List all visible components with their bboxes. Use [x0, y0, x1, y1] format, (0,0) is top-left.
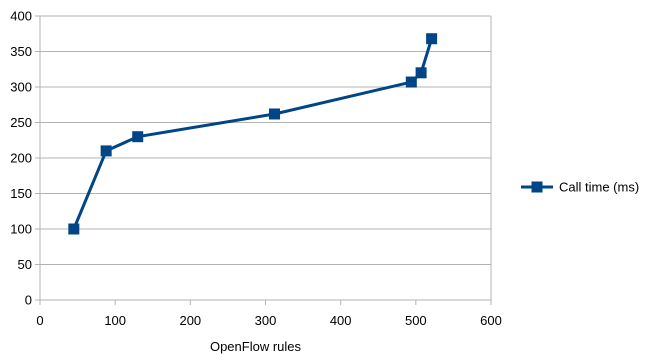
- y-tick-label: 250: [10, 115, 32, 130]
- data-point-marker: [405, 76, 417, 88]
- x-tick-label: 100: [104, 313, 126, 328]
- y-tick-label: 100: [10, 222, 32, 237]
- legend-label: Call time (ms): [559, 180, 639, 195]
- series: [68, 33, 438, 235]
- series-line: [72, 38, 434, 230]
- y-tick-label: 300: [10, 80, 32, 95]
- y-tick-label: 50: [18, 257, 32, 272]
- x-tick-label: 0: [36, 313, 43, 328]
- y-axis-ticks: 0 50 100 150 200 250 300 350 400: [10, 9, 40, 308]
- x-axis-ticks: 0 100 200 300 400 500 600: [36, 300, 502, 328]
- data-point-marker: [68, 223, 80, 235]
- x-tick-label: 500: [405, 313, 427, 328]
- x-tick-label: 400: [330, 313, 352, 328]
- y-tick-label: 350: [10, 44, 32, 59]
- data-point-marker: [269, 108, 281, 120]
- data-point-marker: [426, 33, 438, 45]
- x-tick-label: 200: [179, 313, 201, 328]
- data-point-marker: [100, 145, 112, 157]
- x-axis-title: OpenFlow rules: [210, 339, 302, 354]
- gridlines: [40, 15, 491, 301]
- y-tick-label: 150: [10, 186, 32, 201]
- legend: Call time (ms): [521, 180, 639, 195]
- y-tick-label: 200: [10, 151, 32, 166]
- legend-marker: [531, 181, 543, 193]
- x-tick-label: 300: [255, 313, 277, 328]
- data-point-marker: [132, 131, 144, 143]
- y-tick-label: 400: [10, 9, 32, 24]
- data-point-marker: [415, 67, 427, 79]
- y-tick-label: 0: [25, 293, 32, 308]
- x-tick-label: 600: [480, 313, 502, 328]
